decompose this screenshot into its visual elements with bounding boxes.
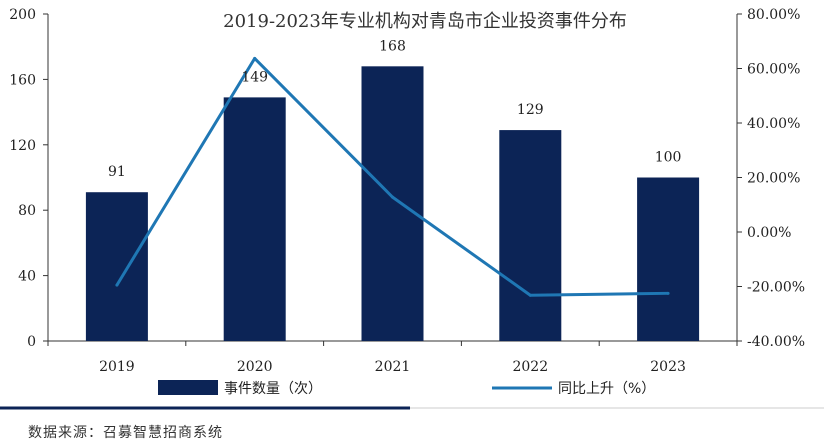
- y-left-tick-label: 160: [9, 72, 36, 88]
- bar-data-label: 149: [241, 69, 268, 85]
- y-right-tick-label: 20.00%: [747, 171, 800, 187]
- bar-data-label: 168: [379, 38, 406, 54]
- bar: [637, 177, 700, 341]
- bar-data-label: 100: [655, 150, 682, 166]
- y-right-tick-label: 60.00%: [747, 62, 800, 78]
- y-left-tick-label: 80: [18, 203, 36, 219]
- legend-bar-swatch: [158, 380, 218, 395]
- y-left-tick-label: 200: [9, 7, 36, 23]
- x-tick-label: 2023: [650, 359, 686, 375]
- y-right-tick-label: 40.00%: [747, 116, 800, 132]
- y-right-tick-label: -20.00%: [747, 280, 805, 296]
- x-tick-label: 2020: [237, 359, 273, 375]
- y-left-tick-label: 120: [9, 138, 36, 154]
- x-tick-label: 2019: [99, 359, 135, 375]
- y-right-tick-label: 0.00%: [747, 225, 791, 241]
- x-tick-label: 2022: [512, 359, 548, 375]
- bar-data-label: 129: [517, 102, 544, 118]
- chart-title: 2019-2023年专业机构对青岛市企业投资事件分布: [223, 11, 627, 32]
- legend-line-label: 同比上升（%）: [558, 381, 655, 397]
- bar: [361, 66, 424, 341]
- yoy-point: [528, 293, 532, 297]
- y-right-tick-label: -40.00%: [747, 334, 805, 350]
- y-left-tick-label: 40: [18, 269, 36, 285]
- y-left-tick-label: 0: [27, 334, 36, 350]
- yoy-point: [666, 291, 670, 295]
- yoy-point: [115, 283, 119, 287]
- bar: [85, 192, 148, 341]
- y-right-tick-label: 80.00%: [747, 7, 800, 23]
- yoy-point: [391, 195, 394, 199]
- bar-data-label: 91: [108, 164, 126, 180]
- source-note: 数据来源：召募智慧招商系统: [28, 425, 223, 441]
- legend-bar-label: 事件数量（次）: [224, 381, 322, 397]
- x-tick-label: 2021: [375, 359, 411, 375]
- yoy-point: [253, 56, 257, 60]
- bar: [499, 130, 562, 341]
- bar: [223, 97, 286, 341]
